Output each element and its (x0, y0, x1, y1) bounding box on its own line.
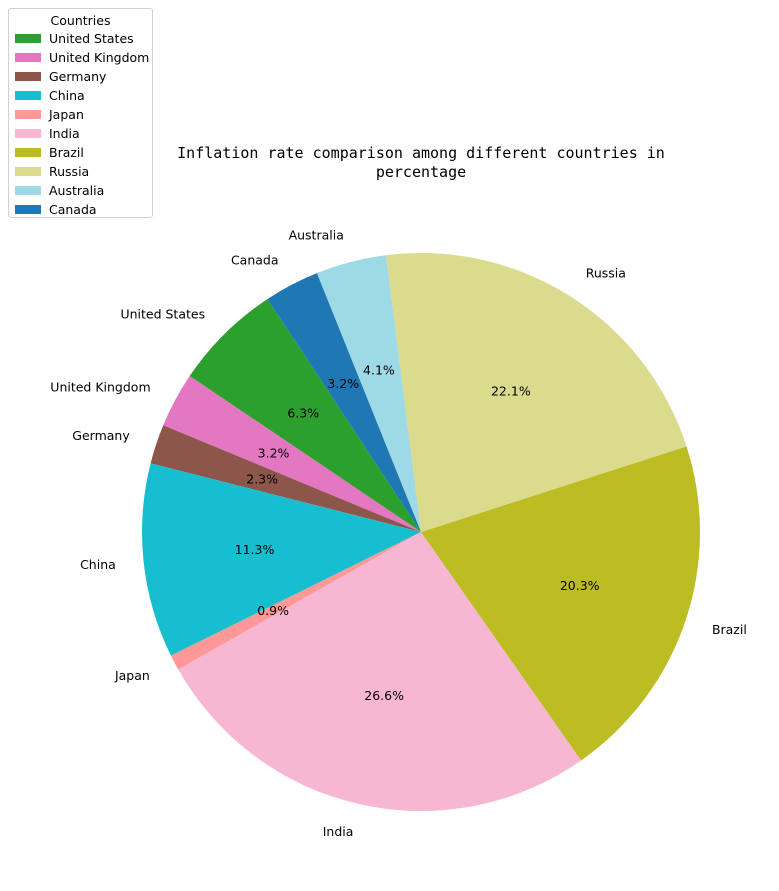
pie-percent-label-japan: 0.9% (257, 603, 289, 618)
legend-swatch-japan (15, 110, 41, 119)
legend-label-canada: Canada (49, 202, 97, 217)
legend-label-australia: Australia (49, 183, 105, 198)
pie-name-label-russia: Russia (586, 266, 626, 281)
legend-swatch-india (15, 129, 41, 138)
legend-item-germany: Germany (9, 67, 152, 86)
pie-percent-label-china: 11.3% (235, 542, 275, 557)
legend-label-russia: Russia (49, 164, 90, 179)
pie-slices (141, 253, 701, 811)
pie-slice-china (141, 463, 421, 656)
pie-percent-label-brazil: 20.3% (560, 578, 600, 593)
pie-slice-brazil (421, 446, 701, 761)
pie-name-label-germany: Germany (72, 428, 130, 443)
legend-label-china: China (49, 88, 85, 103)
pie-percent-label-united-states: 6.3% (287, 406, 319, 421)
legend-swatch-united-kingdom (15, 53, 41, 62)
chart-title-line-1: Inflation rate comparison among differen… (177, 144, 665, 162)
legend-items: United States United Kingdom Germany China J… (9, 29, 152, 219)
legend-label-india: India (49, 126, 80, 141)
legend-label-united-states: United States (49, 31, 134, 46)
pie-name-label-united-kingdom: United Kingdom (50, 379, 150, 394)
pie-percent-label-india: 26.6% (364, 688, 404, 703)
legend-swatch-china (15, 91, 41, 100)
legend-item-australia: Australia (9, 181, 152, 200)
legend-item-brazil: Brazil (9, 143, 152, 162)
chart-title-line-2: percentage (376, 163, 466, 181)
pie-name-label-japan: Japan (114, 668, 150, 683)
pie-slice-japan (170, 532, 421, 670)
pie-percent-label-germany: 2.3% (246, 472, 278, 487)
legend-label-brazil: Brazil (49, 145, 84, 160)
pie-percent-label-united-kingdom: 3.2% (258, 445, 290, 460)
legend: Countries United States United Kingdom Ger… (8, 8, 153, 218)
pie-name-label-india: India (323, 824, 354, 839)
legend-label-japan: Japan (49, 107, 84, 122)
pie-percent-labels: 6.3% 3.2% 2.3% 11.3% 0.9% 26.6% 20.3% 22.1% 4.1%… (235, 362, 600, 702)
legend-label-germany: Germany (49, 69, 107, 84)
legend-swatch-germany (15, 72, 41, 81)
pie-percent-label-russia: 22.1% (491, 383, 531, 398)
pie-slice-united-kingdom (163, 376, 421, 532)
legend-item-china: China (9, 86, 152, 105)
legend-item-canada: Canada (9, 200, 152, 219)
legend-title: Countries (50, 13, 111, 28)
pie-name-label-united-states: United States (120, 306, 205, 321)
pie-percent-label-australia: 4.1% (363, 362, 395, 377)
pie-name-label-china: China (80, 557, 116, 572)
pie-slice-united-states (189, 299, 421, 532)
legend-swatch-russia (15, 167, 41, 176)
legend-item-united-kingdom: United Kingdom (9, 48, 152, 67)
pie-name-label-brazil: Brazil (712, 622, 747, 637)
pie-slice-germany (150, 425, 421, 532)
pie-name-label-australia: Australia (289, 227, 344, 242)
pie-slice-russia (386, 253, 687, 533)
legend-label-united-kingdom: United Kingdom (49, 50, 150, 65)
pie-slice-canada (267, 273, 421, 532)
legend-swatch-brazil (15, 148, 41, 157)
legend-swatch-canada (15, 205, 41, 214)
pie-name-labels: United States United Kingdom Germany China J… (50, 227, 747, 838)
legend-item-united-states: United States (9, 29, 152, 48)
legend-item-india: India (9, 124, 152, 143)
pie-name-label-canada: Canada (231, 253, 279, 268)
pie-slice-australia (316, 255, 421, 532)
legend-item-japan: Japan (9, 105, 152, 124)
legend-swatch-australia (15, 186, 41, 195)
pie-slice-india (178, 532, 582, 811)
legend-item-russia: Russia (9, 162, 152, 181)
pie-percent-label-canada: 3.2% (327, 376, 359, 391)
legend-swatch-united-states (15, 34, 41, 43)
